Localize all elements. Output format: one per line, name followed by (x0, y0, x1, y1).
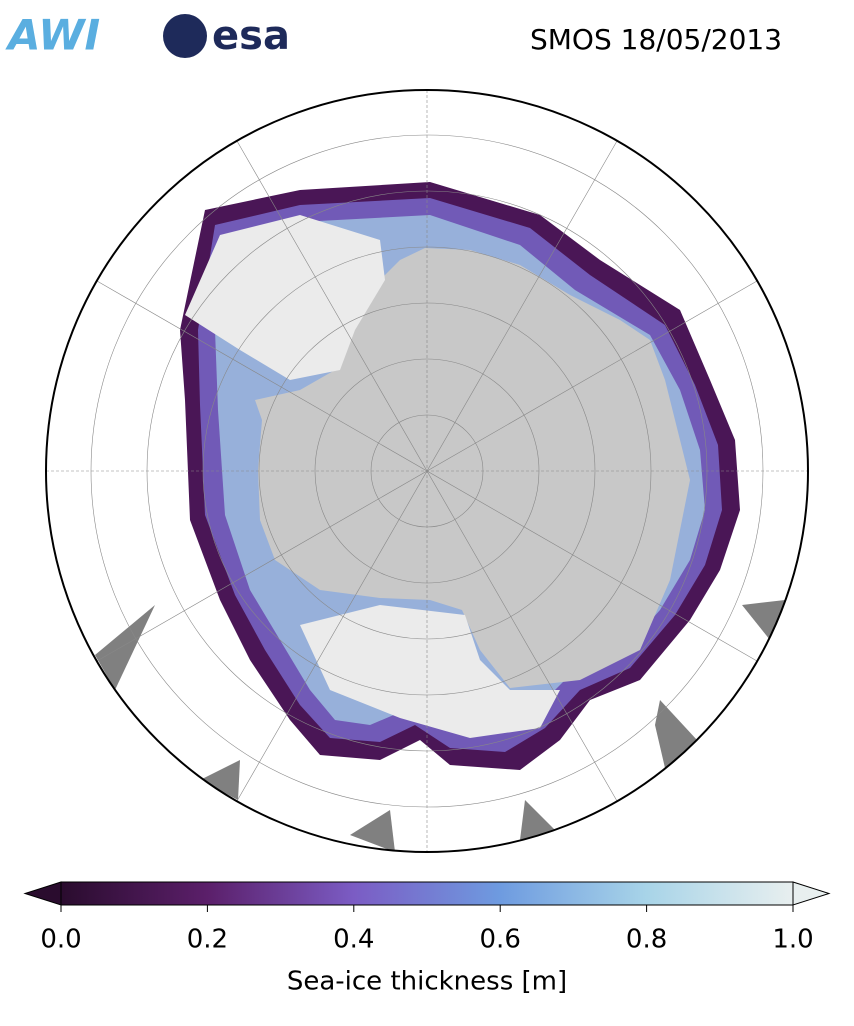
colorbar-label: Sea-ice thickness [m] (287, 967, 567, 997)
ross-sea-ice (300, 605, 560, 738)
esa-logo-mark (163, 14, 207, 58)
land (95, 605, 155, 690)
tick-label: 0.0 (40, 925, 81, 955)
colorbar-extend-high (792, 881, 831, 906)
land (655, 700, 697, 768)
tick-label: 0.8 (626, 925, 667, 955)
tick-label: 0.2 (187, 925, 228, 955)
graticule (46, 90, 808, 852)
colorbar-bar (60, 881, 794, 906)
land (520, 800, 555, 840)
tick-label: 0.4 (333, 925, 374, 955)
map (46, 90, 808, 852)
map-boundary (45, 89, 809, 853)
esa-logo: esa (212, 13, 290, 59)
colorbar (23, 881, 831, 906)
awi-logo: AWI (5, 11, 100, 60)
tick-label: 0.6 (480, 925, 521, 955)
land (350, 810, 395, 852)
land (200, 760, 240, 800)
tick-label: 1.0 (772, 925, 813, 955)
map-title: SMOS 18/05/2013 (530, 23, 782, 56)
antarctica (255, 248, 690, 688)
land (742, 600, 785, 640)
colorbar-extend-low (23, 881, 62, 906)
